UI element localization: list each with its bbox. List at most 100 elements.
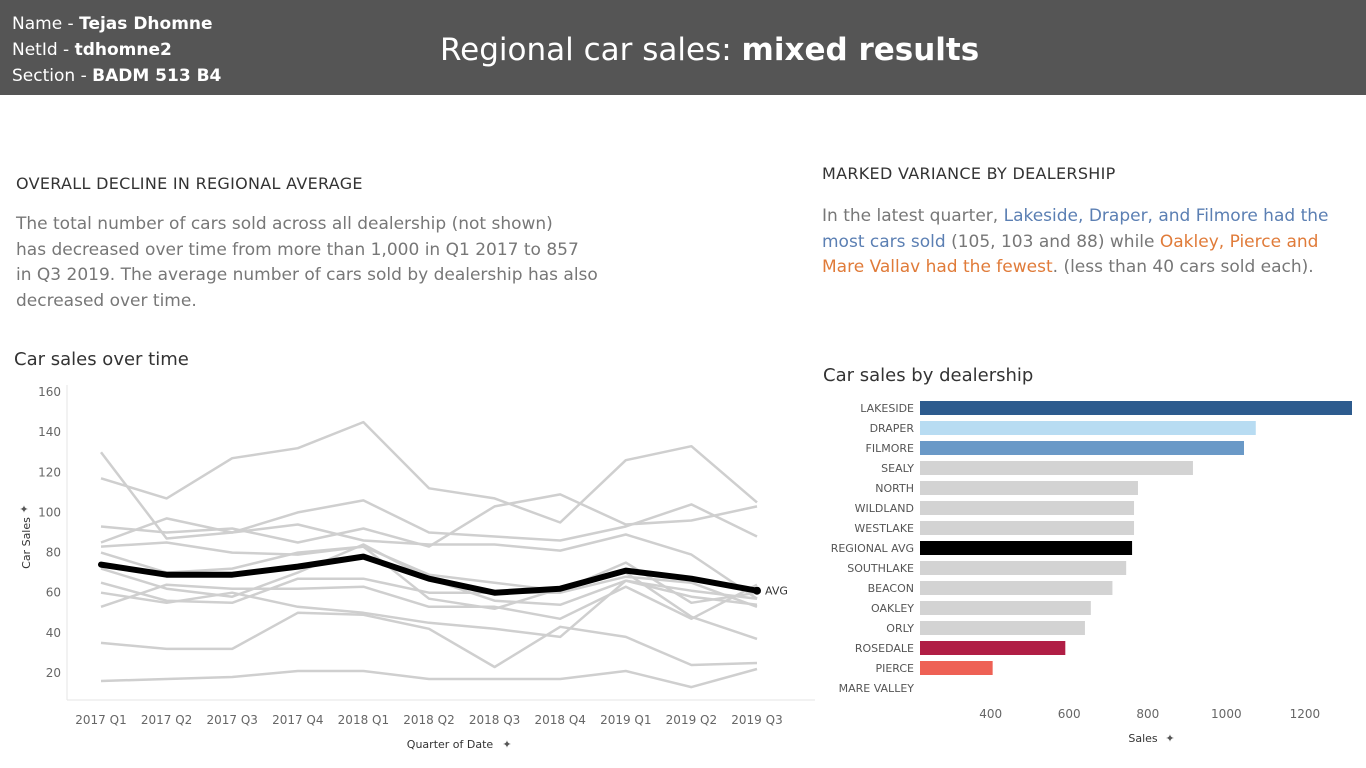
variance-heading: MARKED VARIANCE BY DEALERSHIP <box>822 164 1116 183</box>
bar <box>920 581 1113 595</box>
dealer-series-line <box>100 420 758 524</box>
bar-category-label: REGIONAL AVG <box>831 542 914 555</box>
decline-paragraph: The total number of cars sold across all… <box>16 212 656 314</box>
variance-text-1: In the latest quarter, <box>822 206 1004 226</box>
bar-category-label: NORTH <box>875 482 914 495</box>
header-bar: Name - Tejas Dhomne NetId - tdhomne2 Sec… <box>0 0 1366 95</box>
bar-category-label: SEALY <box>881 462 914 475</box>
x-axis-title: Sales <box>1128 732 1158 745</box>
bar-category-label: ORLY <box>886 622 914 635</box>
variance-text-2: (105, 103 and 88) while <box>945 231 1160 252</box>
x-tick-label: 2018 Q1 <box>338 713 389 727</box>
dealer-series-line <box>100 517 758 600</box>
bar <box>920 421 1256 435</box>
x-tick-label: 1000 <box>1211 707 1242 721</box>
x-tick-label: 2017 Q3 <box>206 713 257 727</box>
bar-category-label: DRAPER <box>870 422 915 435</box>
bar-chart-title: Car sales by dealership <box>823 365 1034 386</box>
y-tick-label: 40 <box>46 626 61 640</box>
y-tick-label: 100 <box>38 505 61 519</box>
bar-category-label: WILDLAND <box>855 502 914 515</box>
y-tick-label: 20 <box>46 666 61 680</box>
x-tick-label: 2017 Q1 <box>75 713 126 727</box>
section-row: Section - BADM 513 B4 <box>12 63 221 89</box>
bar-chart: LAKESIDE DRAPER FILMORE SEALY NORTH WILDLAND W… <box>831 401 1352 745</box>
line-chart-title: Car sales over time <box>14 349 189 370</box>
x-tick-label: 600 <box>1058 707 1081 721</box>
bar-category-label: ROSEDALE <box>855 642 914 655</box>
decline-heading: OVERALL DECLINE IN REGIONAL AVERAGE <box>16 174 363 193</box>
pin-icon: ✦ <box>502 738 511 751</box>
x-tick-label: 1200 <box>1290 707 1321 721</box>
netid-label: NetId - <box>12 40 75 60</box>
x-tick-label: 2018 Q3 <box>469 713 520 727</box>
bar <box>920 521 1135 535</box>
bar <box>920 661 993 675</box>
bar-category-label: WESTLAKE <box>854 522 914 535</box>
x-axis-title: Quarter of Date <box>407 738 494 751</box>
bar-category-label: MARE VALLEY <box>839 682 915 695</box>
pin-icon: ✦ <box>19 503 28 516</box>
bar-category-label: PIERCE <box>875 662 914 675</box>
decline-line-4: decreased over time. <box>16 290 197 311</box>
bar <box>920 601 1091 615</box>
name-value: Tejas Dhomne <box>79 14 213 34</box>
x-tick-label: 2019 Q2 <box>666 713 717 727</box>
student-info: Name - Tejas Dhomne NetId - tdhomne2 Sec… <box>12 11 221 89</box>
x-tick-label: 2018 Q2 <box>403 713 454 727</box>
dealer-series-line <box>100 611 758 669</box>
avg-series-label: AVG <box>765 585 788 598</box>
bar <box>920 441 1244 455</box>
dealer-series-line <box>100 541 758 641</box>
dashboard-title: Regional car sales: mixed results <box>440 30 979 70</box>
bar <box>920 461 1193 475</box>
title-bold: mixed results <box>741 32 980 68</box>
decline-line-2: has decreased over time from more than 1… <box>16 239 579 260</box>
title-plain: Regional car sales: <box>440 32 742 68</box>
dealer-series-line <box>100 667 758 689</box>
decline-line-3: in Q3 2019. The average number of cars s… <box>16 265 598 285</box>
top-dealers-text: Lakeside, Draper, and Filmore had the mo… <box>822 206 1329 252</box>
y-tick-label: 120 <box>38 465 61 479</box>
line-chart: 20 40 60 80 100 120 140 160 2017 Q1 2017 Q2 2017 Q… <box>19 385 815 751</box>
dealer-series-line <box>100 579 758 639</box>
bar <box>920 541 1133 555</box>
y-tick-label: 140 <box>38 425 61 439</box>
variance-text-3: . (less than 40 cars sold each). <box>1052 257 1314 277</box>
bar-category-label: BEACON <box>868 582 914 595</box>
avg-series-line <box>98 553 760 596</box>
bar-category-label: LAKESIDE <box>860 402 914 415</box>
x-tick-label: 800 <box>1136 707 1159 721</box>
bar-category-label: FILMORE <box>866 442 914 455</box>
y-axis-title: Car Sales <box>20 517 33 569</box>
name-label: Name - <box>12 14 80 34</box>
variance-paragraph: In the latest quarter, Lakeside, Draper,… <box>822 204 1358 281</box>
bar <box>920 501 1135 515</box>
section-label: Section - <box>12 66 93 86</box>
bar <box>920 621 1085 635</box>
name-row: Name - Tejas Dhomne <box>12 11 221 37</box>
bar-category-label: OAKLEY <box>871 602 914 615</box>
netid-value: tdhomne2 <box>74 40 172 60</box>
x-tick-label: 400 <box>979 707 1002 721</box>
y-tick-label: 60 <box>46 586 61 600</box>
x-tick-label: 2019 Q3 <box>731 713 782 727</box>
pin-icon: ✦ <box>1165 732 1174 745</box>
section-value: BADM 513 B4 <box>92 66 222 86</box>
bar <box>920 481 1138 495</box>
bar <box>920 401 1352 415</box>
netid-row: NetId - tdhomne2 <box>12 37 221 63</box>
x-tick-label: 2018 Q4 <box>534 713 585 727</box>
x-tick-label: 2019 Q1 <box>600 713 651 727</box>
bar <box>920 641 1066 655</box>
dealer-series-line <box>100 575 758 608</box>
dealer-series-line <box>100 583 758 621</box>
bar <box>920 561 1127 575</box>
decline-line-1: The total number of cars sold across all… <box>16 214 553 234</box>
dealer-series-line <box>100 451 758 542</box>
x-tick-label: 2017 Q2 <box>141 713 192 727</box>
bottom-dealers-text: Oakley, Pierce and Mare Vallav had the f… <box>822 231 1319 278</box>
y-tick-label: 160 <box>38 385 61 399</box>
avg-end-point <box>753 586 761 595</box>
x-tick-label: 2017 Q4 <box>272 713 323 727</box>
